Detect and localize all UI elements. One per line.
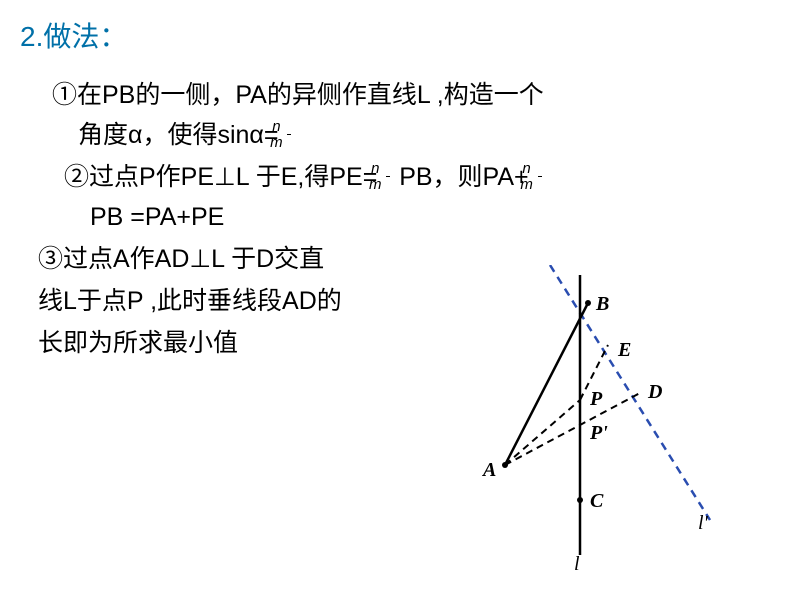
- frac-num-2: n: [386, 161, 390, 177]
- point-A: [502, 462, 508, 468]
- diagram-svg: [430, 265, 740, 585]
- frac-den: m: [287, 135, 291, 150]
- label-D: D: [648, 381, 662, 404]
- step-1: ①在PB的一侧，PA的异侧作直线L ,构造一个角度α，使得sinα= n m: [24, 75, 544, 155]
- label-l: l: [574, 553, 580, 576]
- step-2a: ②过点P作PE⊥L 于E,得PE=: [64, 163, 377, 191]
- line-AP: [505, 400, 580, 465]
- point-B: [585, 300, 591, 306]
- label-A: A: [483, 459, 496, 482]
- section-title: 2.做法：: [20, 15, 127, 55]
- frac-den-3: m: [538, 177, 542, 192]
- label-B: B: [596, 293, 609, 316]
- label-Pprime: P': [590, 422, 608, 445]
- point-C: [577, 497, 583, 503]
- frac-den-2: m: [386, 177, 390, 192]
- fraction-2: n m: [386, 161, 390, 192]
- geometry-diagram: B E P D P' A C l l': [430, 265, 740, 585]
- label-E: E: [618, 339, 631, 362]
- step-1-text: ①在PB的一侧，PA的异侧作直线L ,构造一个角度α，使得sinα=: [52, 81, 544, 149]
- step-2c: PB =PA+PE: [90, 203, 224, 231]
- line-lprime: [550, 265, 710, 520]
- label-P: P: [590, 388, 602, 411]
- fraction-3: n m: [538, 161, 542, 192]
- frac-num-3: n: [538, 161, 542, 177]
- line-AD: [505, 393, 640, 465]
- label-C: C: [590, 490, 603, 513]
- step-2: ②过点P作PE⊥L 于E,得PE= n m PB，则PA+ n m PB =PA…: [24, 157, 544, 237]
- step-2b: PB，则PA+: [392, 163, 528, 191]
- label-lprime: l': [698, 512, 708, 535]
- fraction-1: n m: [287, 119, 291, 150]
- frac-num: n: [287, 119, 291, 135]
- line-AB: [505, 303, 588, 465]
